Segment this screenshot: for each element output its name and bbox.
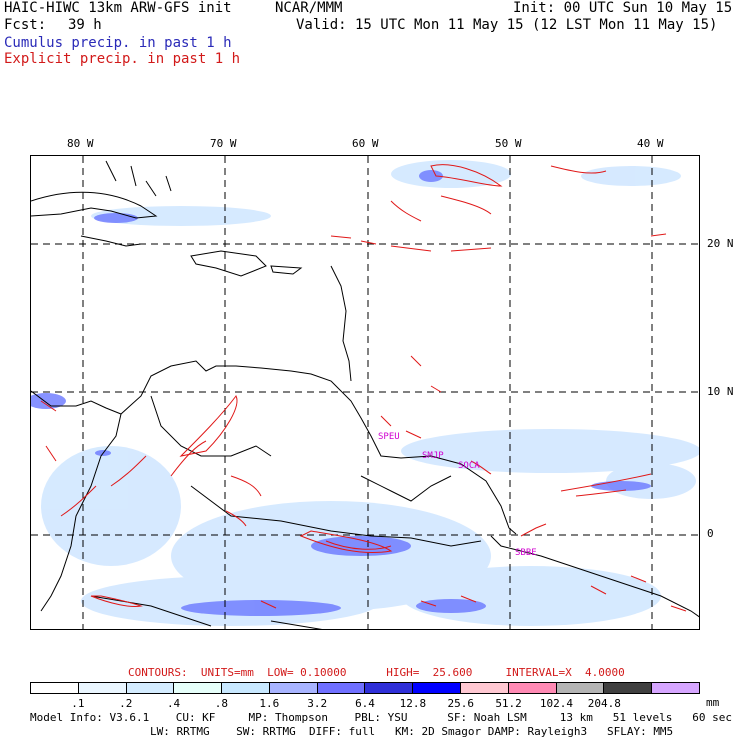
cumulus-field-title: Cumulus precip. in past 1 h [4,35,232,51]
lat-label-0: 0 [707,527,714,540]
init-time: Init: 00 UTC Sun 10 May 15 [513,0,733,16]
colorbar-swatch [365,683,414,693]
coastlines [31,160,699,629]
precipitation-map [30,155,700,630]
forecast-label: Fcst: [4,17,47,33]
map-canvas [31,156,699,629]
explicit-field-title: Explicit precip. in past 1 h [4,51,241,67]
colorbar-swatch [508,683,557,693]
model-title: HAIC-HIWC 13km ARW-GFS init [4,0,232,16]
colorbar-swatch [413,683,462,693]
lon-label-50w: 50 W [495,137,522,150]
colorbar [30,682,700,694]
lon-label-70w: 70 W [210,137,237,150]
colorbar-swatch [222,683,270,693]
colorbar-label: .1 [71,697,85,710]
lat-lon-grid [31,156,699,629]
cumulus-heavy-shading [31,170,651,616]
colorbar-label: .4 [166,697,181,710]
lat-label-20n: 20 N [707,237,734,250]
colorbar-label: 25.6 [447,697,474,710]
model-info-line2: LW: RRTMG SW: RRTMG DIFF: full KM: 2D Sm… [150,725,674,738]
station-sbbe: SBBE [515,548,537,558]
colorbar-swatch [269,683,318,693]
colorbar-swatch [317,683,366,693]
colorbar-label: .2 [119,697,133,710]
colorbar-swatch [556,683,605,693]
lon-label-60w: 60 W [352,137,379,150]
colorbar-swatch [461,683,509,693]
forecast-hours: 39 h [68,17,102,33]
lat-label-10n: 10 N [707,385,734,398]
cumulus-light-shading [41,160,699,626]
station-smjp: SMJP [422,451,444,461]
colorbar-swatch [174,683,223,693]
colorbar-swatch [78,683,127,693]
colorbar-label: 102.4 [539,697,573,710]
colorbar-label: 51.2 [495,697,522,710]
model-info-line1: Model Info: V3.6.1 CU: KF MP: Thompson P… [30,711,732,724]
lon-label-80w: 80 W [67,137,94,150]
explicit-precip-contours [40,164,687,612]
colorbar-units: mm [706,696,720,709]
colorbar-label: 12.8 [399,697,427,710]
colorbar-swatch [126,683,175,693]
colorbar-label: 3.2 [307,697,328,710]
colorbar-label: 204.8 [587,697,621,710]
contours-info: CONTOURS: UNITS=mm LOW= 0.10000 HIGH= 25… [128,666,625,679]
lon-label-40w: 40 W [637,137,664,150]
station-soca: SOCA [458,461,480,471]
colorbar-swatch [652,683,699,693]
station-speu: SPEU [378,432,400,442]
colorbar-label: 1.6 [259,697,280,710]
org-label: NCAR/MMM [275,0,343,16]
colorbar-label: .8 [214,697,229,710]
colorbar-label: 6.4 [355,697,375,710]
valid-time: Valid: 15 UTC Mon 11 May 15 (12 LST Mon … [296,17,718,33]
colorbar-swatch [31,683,79,693]
colorbar-swatch [604,683,653,693]
